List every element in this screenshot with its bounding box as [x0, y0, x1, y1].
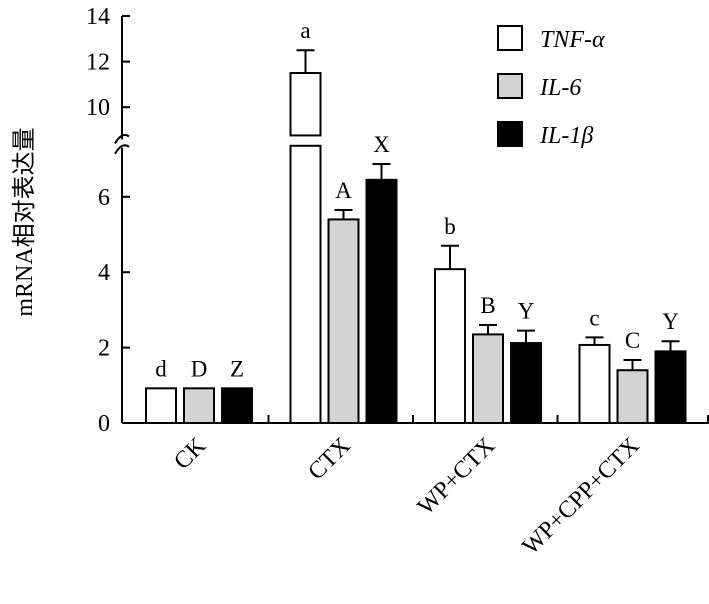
bar: [327, 218, 360, 424]
y-tick-label: 0: [98, 411, 110, 437]
axis-break-mark-lower: [114, 144, 130, 155]
y-tick-label: 2: [98, 336, 110, 362]
category-label: CK: [169, 432, 211, 474]
legend-label: IL-6: [539, 75, 581, 101]
bar: [616, 369, 649, 424]
legend-swatch: [497, 121, 523, 147]
significance-label: Z: [230, 356, 244, 381]
bar: [221, 387, 253, 425]
bars: [145, 49, 687, 425]
legend: TNF-α IL-6 IL-1β: [497, 25, 605, 149]
category-labels: CK CTX WP+CTX WP+CPP+CTX: [169, 432, 644, 560]
bar: [510, 342, 542, 424]
legend-swatch: [497, 25, 523, 51]
bar-lower: [289, 144, 322, 424]
significance-label: C: [625, 328, 640, 353]
significance-label: c: [589, 305, 599, 330]
significance-label: d: [155, 356, 167, 381]
y-tick-label: 4: [98, 260, 110, 286]
category-label: WP+CPP+CTX: [518, 433, 645, 560]
y-tick-label: 12: [86, 50, 110, 76]
significance-label: B: [480, 293, 495, 318]
axis-break-mark-upper: [114, 134, 130, 144]
bar: [654, 350, 687, 424]
legend-label: TNF-α: [540, 27, 605, 53]
significance-label: b: [444, 214, 456, 239]
category-label: WP+CTX: [413, 433, 500, 520]
significance-label: Y: [662, 309, 679, 334]
significance-label: D: [191, 356, 208, 381]
bar: [145, 387, 177, 425]
significance-label: A: [335, 178, 352, 203]
significance-label: X: [373, 132, 390, 157]
bar: [434, 268, 466, 424]
legend-swatch: [497, 73, 523, 99]
y-tick-label: 6: [98, 185, 110, 211]
bar: [183, 387, 215, 425]
y-axis-label: mRNA相对表达量: [11, 127, 38, 316]
bar: [578, 343, 611, 424]
y-tick-label: 10: [86, 95, 110, 121]
axes: 0 2 4 6 10 12 14: [86, 4, 709, 437]
y-tick-label: 14: [86, 4, 110, 30]
significance-label: Y: [518, 299, 535, 324]
legend-label: IL-1β: [539, 123, 593, 149]
bar: [365, 178, 398, 424]
bar-upper: [289, 72, 322, 137]
bar: [472, 333, 504, 424]
category-label: CTX: [303, 433, 355, 485]
significance-label: a: [300, 18, 310, 43]
